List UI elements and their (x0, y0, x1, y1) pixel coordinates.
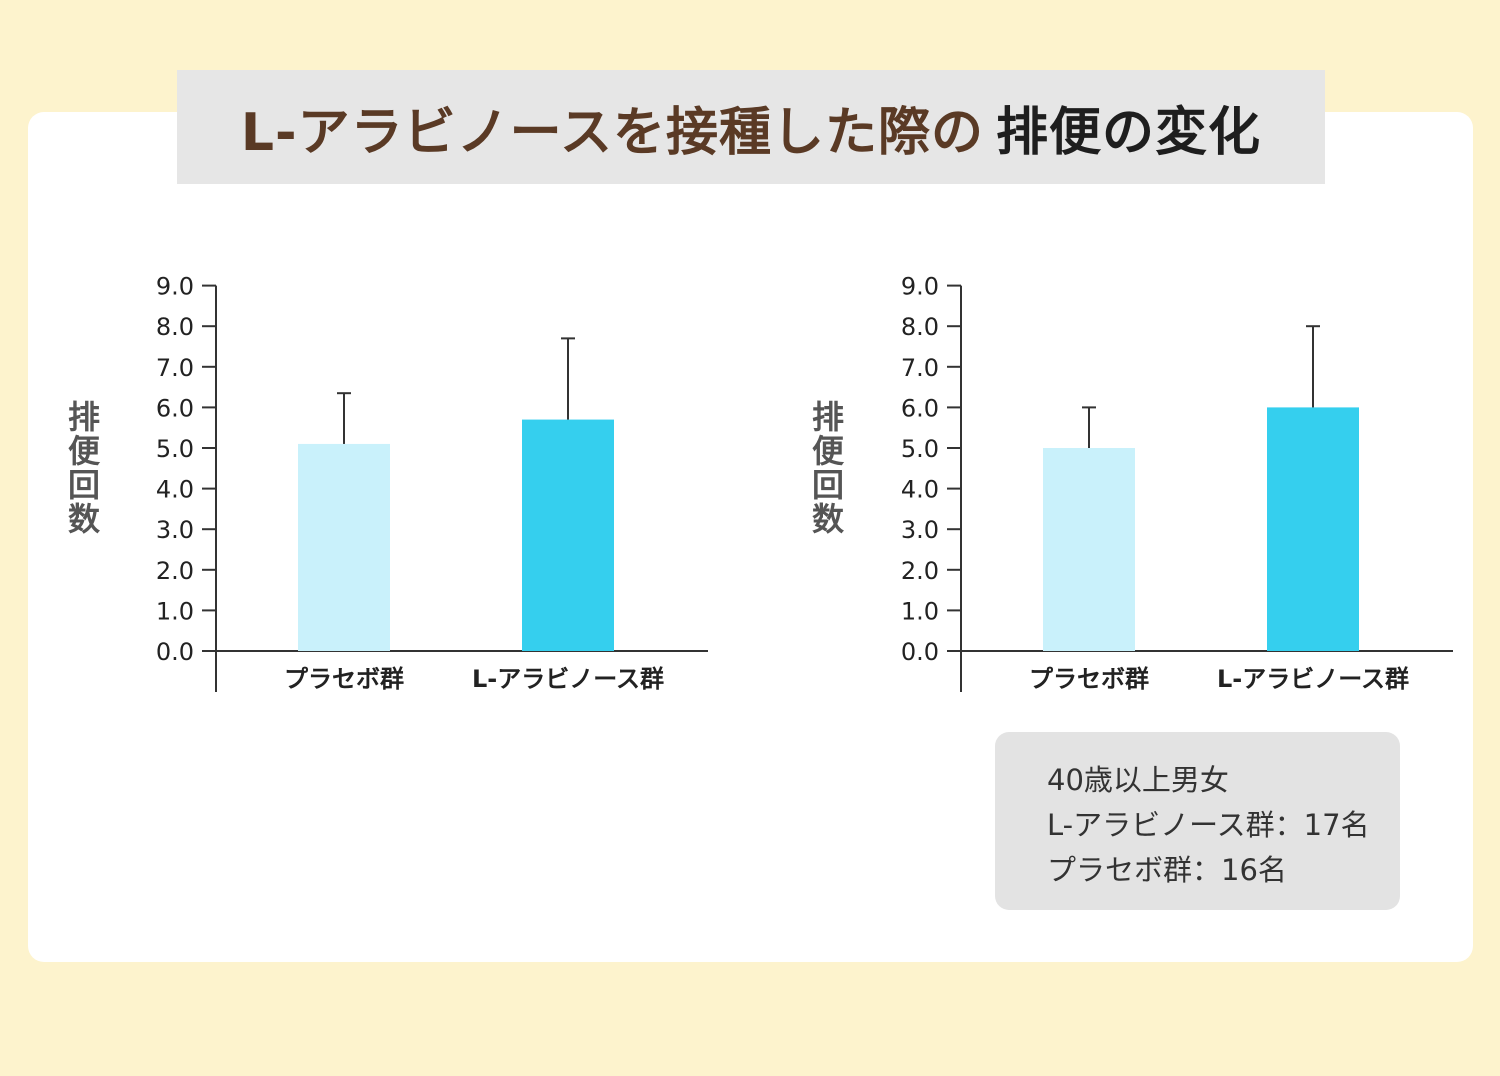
y-tick-label: 1.0 (156, 597, 194, 625)
bar-arabinose (1267, 407, 1359, 651)
left-bar-chart: 0.0 1.0 2.0 3.0 4.0 5.0 6.0 7.0 8.0 9.0 プラセボ群 L-アラビ… (156, 273, 708, 693)
y-tick-label: 3.0 (901, 516, 939, 544)
title-part2: 排便の変化 (996, 102, 1262, 163)
title-part1: L-アラビノースを接種した際の (240, 102, 985, 163)
y-tick-label: 2.0 (156, 557, 194, 585)
y-tick-label: 6.0 (901, 394, 939, 422)
category-label: プラセボ群 (284, 665, 404, 693)
category-label: L-アラビノース群 (472, 665, 664, 693)
title-banner: L-アラビノースを接種した際の 排便の変化 (177, 70, 1325, 184)
y-tick-label: 0.0 (901, 638, 939, 666)
y-tick-label: 0.0 (156, 638, 194, 666)
info-line-arabinose: L-アラビノース群：17名 (1047, 808, 1370, 842)
bar-arabinose (522, 419, 614, 651)
y-tick-label: 8.0 (901, 313, 939, 341)
y-tick-label: 5.0 (901, 435, 939, 463)
info-line-subjects: 40歳以上男女 (1047, 763, 1229, 797)
y-tick-label: 8.0 (156, 313, 194, 341)
y-tick-label: 4.0 (901, 476, 939, 504)
y-tick-label: 2.0 (901, 557, 939, 585)
info-box: 40歳以上男女 L-アラビノース群：17名 プラセボ群：16名 (995, 732, 1400, 910)
info-line-placebo: プラセボ群：16名 (1047, 853, 1287, 887)
y-tick-label: 3.0 (156, 516, 194, 544)
y-tick-label: 6.0 (156, 394, 194, 422)
y-tick-label: 4.0 (156, 476, 194, 504)
bar-placebo (298, 443, 390, 651)
y-tick-label: 7.0 (901, 354, 939, 382)
y-tick-label: 1.0 (901, 597, 939, 625)
right-bar-chart: 0.0 1.0 2.0 3.0 4.0 5.0 6.0 7.0 8.0 9.0 プラセボ群 L-アラビ… (901, 273, 1453, 693)
left-chart-ylabel: 排便回数 (63, 400, 101, 536)
y-tick-label: 7.0 (156, 354, 194, 382)
right-chart-ylabel: 排便回数 (807, 400, 845, 536)
y-tick-label: 9.0 (901, 273, 939, 301)
bar-placebo (1043, 448, 1135, 651)
y-tick-label: 9.0 (156, 273, 194, 301)
category-label: L-アラビノース群 (1217, 665, 1409, 693)
category-label: プラセボ群 (1029, 665, 1149, 693)
y-tick-label: 5.0 (156, 435, 194, 463)
